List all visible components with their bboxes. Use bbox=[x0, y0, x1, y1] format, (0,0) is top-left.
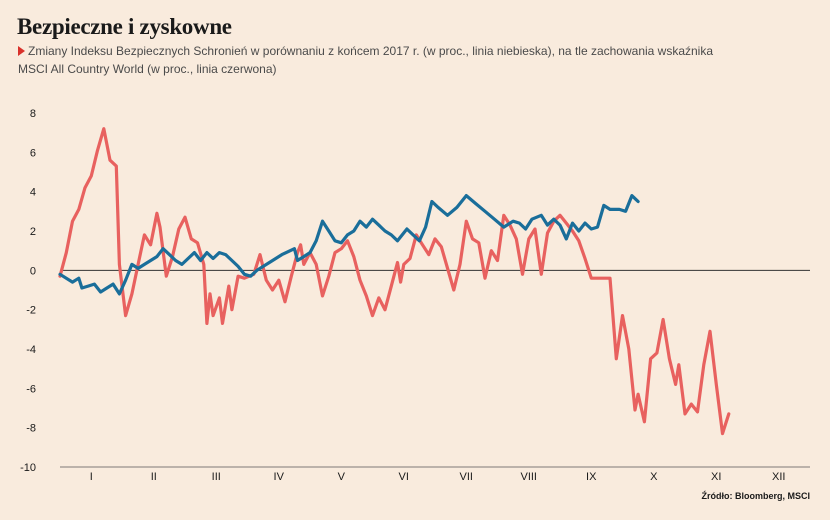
x-tick-label: IX bbox=[586, 471, 597, 483]
x-tick-label: XII bbox=[772, 471, 785, 483]
y-tick-label: 8 bbox=[30, 108, 36, 120]
y-tick-label: -4 bbox=[26, 344, 36, 356]
y-tick-label: -10 bbox=[20, 462, 36, 474]
y-tick-label: -8 bbox=[26, 423, 36, 435]
red-triangle-icon bbox=[18, 46, 25, 56]
series-line-red bbox=[58, 127, 731, 436]
chart-title: Bezpieczne i zyskowne bbox=[17, 14, 232, 39]
y-tick-label: 0 bbox=[30, 265, 36, 277]
x-tick-label: X bbox=[650, 471, 658, 483]
x-tick-label: VIII bbox=[520, 471, 537, 483]
x-tick-label: II bbox=[151, 471, 157, 483]
series-layer bbox=[58, 127, 731, 436]
series-line-blue bbox=[58, 194, 640, 296]
y-tick-label: 2 bbox=[30, 226, 36, 238]
chart-subtitle-text: Zmiany Indeksu Bezpiecznych Schronień w … bbox=[18, 44, 714, 76]
y-tick-label: 6 bbox=[30, 147, 36, 159]
source-note: Źródło: Bloomberg, MSCI bbox=[701, 491, 811, 501]
y-tick-label: 4 bbox=[30, 187, 36, 199]
chart-subtitle: Zmiany Indeksu Bezpiecznych Schronień w … bbox=[18, 42, 718, 78]
x-tick-label: VI bbox=[399, 471, 409, 483]
x-tick-label: VII bbox=[460, 471, 473, 483]
x-tick-label: I bbox=[90, 471, 93, 483]
y-tick-label: -2 bbox=[26, 305, 36, 317]
x-tick-label: XI bbox=[711, 471, 721, 483]
x-tick-label: V bbox=[338, 471, 346, 483]
x-tick-label: IV bbox=[274, 471, 285, 483]
x-tick-label: III bbox=[212, 471, 221, 483]
y-tick-label: -6 bbox=[26, 383, 36, 395]
